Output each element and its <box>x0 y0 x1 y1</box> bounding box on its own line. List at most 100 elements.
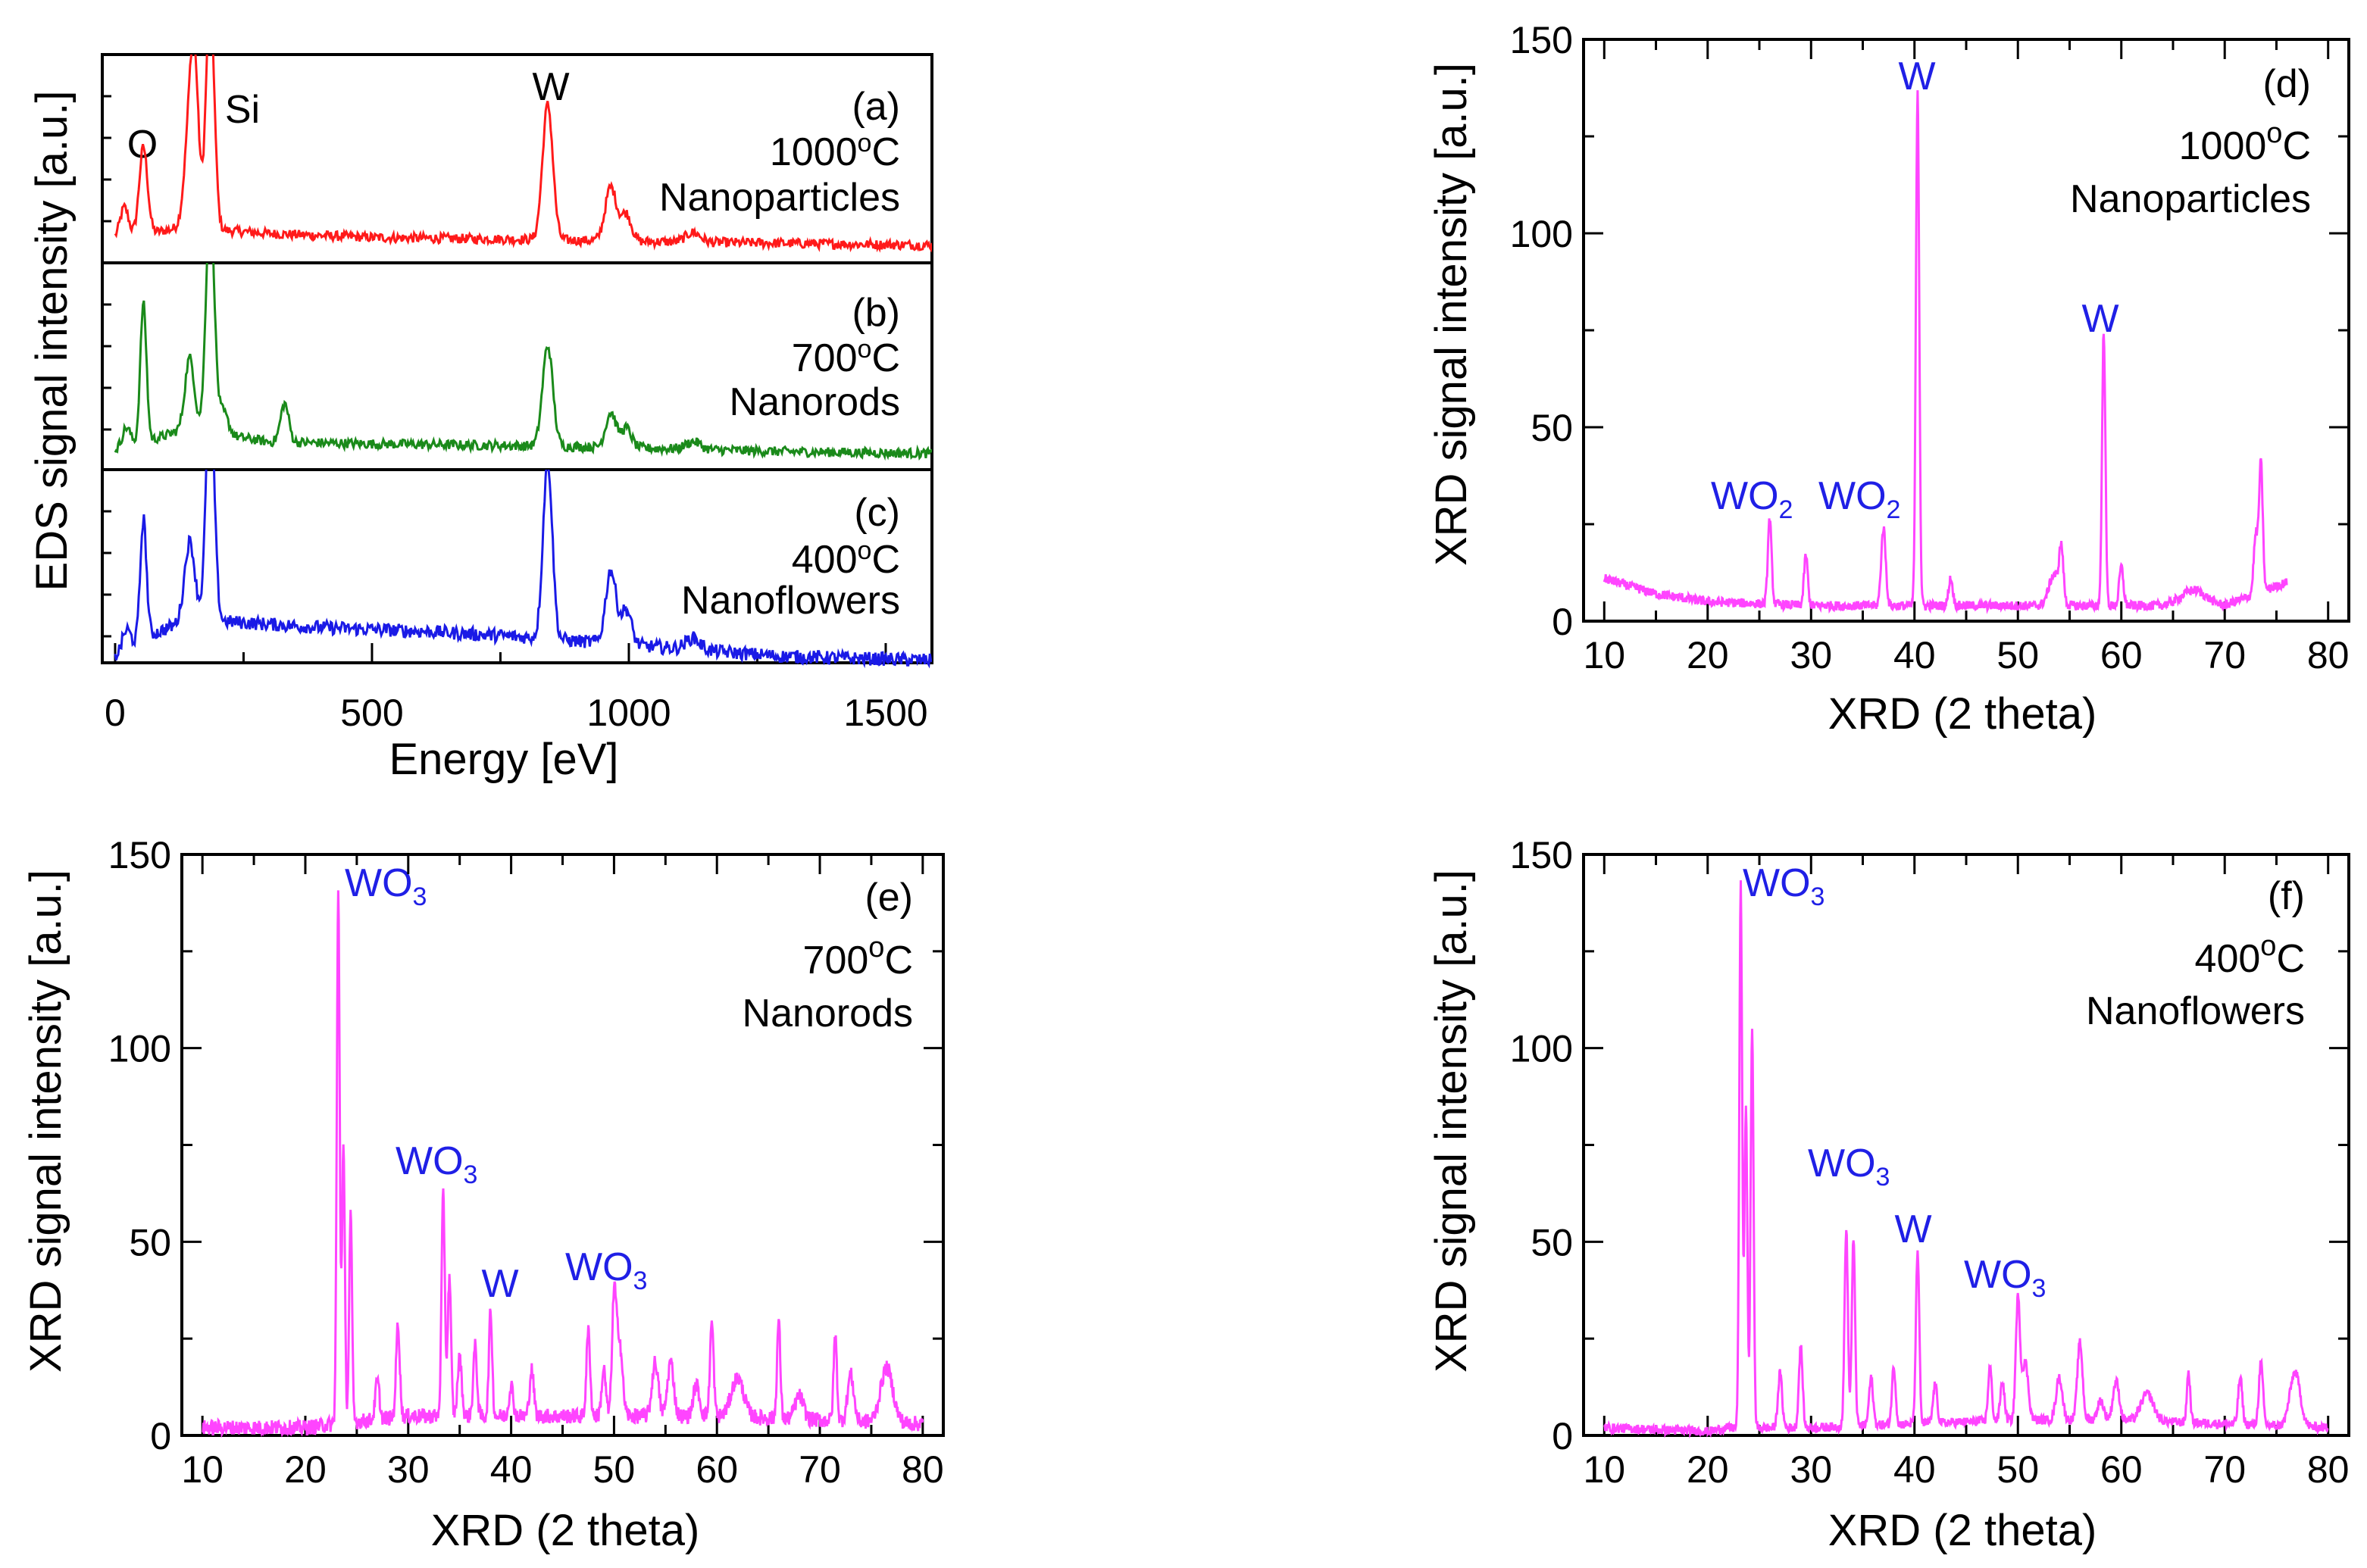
temp-unit: C <box>871 336 900 380</box>
eds-panel-b-labels: (b) 700oC Nanorods <box>730 291 900 424</box>
eds-series-line-1 <box>114 263 932 461</box>
xrd-f-labels: (f) 400oC Nanoflowers <box>2086 874 2305 1033</box>
panel-tag-b: (b) <box>852 291 900 335</box>
xrd-series-line <box>1603 880 2329 1439</box>
xrd-x-tick-label: 70 <box>799 1448 841 1491</box>
xrd-d-ylabel: XRD signal intensity [a.u.] <box>1427 63 1476 566</box>
xrd-x-tick-label: 30 <box>387 1448 430 1491</box>
temp-value: 400 <box>792 538 858 582</box>
panel-morph-a: Nanoparticles <box>659 176 900 220</box>
xrd-e-xlabel: XRD (2 theta) <box>431 1506 700 1555</box>
xrd-d-labels: (d) 1000oC Nanoparticles <box>2070 62 2311 221</box>
panel-morph-e: Nanorods <box>743 992 913 1035</box>
eds-x-tick-labels: 0 500 1000 1500 <box>105 692 928 734</box>
panel-temp-d: 1000oC <box>2179 117 2311 168</box>
panel-temp-a: 1000oC <box>770 129 900 174</box>
panel-morph-f: Nanoflowers <box>2086 989 2305 1033</box>
panel-temp-f: 400oC <box>2195 930 2305 981</box>
annotation-Si: Si <box>225 88 260 132</box>
xrd-e-peak-labels: WO3 WO3 W WO3 <box>345 861 647 1306</box>
panel-temp-c: 400oC <box>792 536 900 582</box>
xrd-x-tick-label: 70 <box>2203 634 2246 676</box>
xrd-chart-e: XRD signal intensity [a.u.] XRD (2 theta… <box>21 861 913 1555</box>
peak-label: WO2 <box>1818 474 1900 524</box>
degree-mark: o <box>2266 117 2282 149</box>
xrd-e-labels: (e) 700oC Nanorods <box>743 876 913 1035</box>
xrd-y-tick-label: 50 <box>1531 407 1573 449</box>
temp-unit: C <box>2276 937 2305 981</box>
temp-unit: C <box>871 538 900 582</box>
eds-chart: EDS signal intensity [a.u.] Energy [eV] … <box>27 65 928 784</box>
temp-unit: C <box>871 130 900 174</box>
xrd-y-tick-label: 0 <box>1552 1415 1573 1457</box>
xrd-f-xlabel: XRD (2 theta) <box>1828 1506 2097 1555</box>
degree-mark: o <box>858 536 872 565</box>
temp-value: 700 <box>792 336 858 380</box>
peak-label: W <box>481 1262 518 1306</box>
xrd-d-peak-labels: WO2 WO2 W W <box>1711 55 2119 524</box>
temp-value: 1000 <box>770 130 858 174</box>
xrd-y-tick-label: 0 <box>1552 601 1573 643</box>
peak-label: W <box>2081 297 2118 341</box>
panel-tag-e: (e) <box>865 876 913 920</box>
xrd-x-tick-label: 80 <box>2307 634 2350 676</box>
xrd-chart-d: XRD signal intensity [a.u.] XRD (2 theta… <box>1427 55 2311 739</box>
xrd-x-tick-label: 80 <box>2307 1448 2350 1491</box>
xrd-x-tick-label: 60 <box>2100 1448 2143 1491</box>
xrd-y-tick-label: 50 <box>129 1221 171 1263</box>
xrd-axes-xrd-f: 10 20 30 40 50 60 70 80 0 50 100 150 <box>1510 834 2350 1491</box>
eds-xlabel: Energy [eV] <box>389 735 618 784</box>
peak-label: W <box>1894 1207 1931 1251</box>
eds-x-tick-label: 1000 <box>586 692 671 734</box>
xrd-x-tick-label: 40 <box>1893 1448 1936 1491</box>
eds-panel-c-labels: (c) 400oC Nanoflowers <box>681 491 900 623</box>
panel-morph-b: Nanorods <box>730 380 900 424</box>
temp-value: 400 <box>2195 937 2261 981</box>
xrd-x-tick-label: 70 <box>2203 1448 2246 1491</box>
peak-label: WO3 <box>565 1245 647 1295</box>
temp-unit: C <box>2282 124 2311 168</box>
xrd-series-line <box>202 890 924 1438</box>
degree-mark: o <box>858 335 872 364</box>
xrd-chart-f: XRD signal intensity [a.u.] XRD (2 theta… <box>1427 861 2305 1555</box>
xrd-x-tick-label: 50 <box>593 1448 636 1491</box>
xrd-x-tick-label: 10 <box>181 1448 224 1491</box>
panel-temp-b: 700oC <box>792 335 900 380</box>
xrd-y-tick-label: 150 <box>1510 19 1573 61</box>
degree-mark: o <box>2260 930 2276 962</box>
panel-tag-f: (f) <box>2268 874 2305 918</box>
temp-unit: C <box>884 939 913 982</box>
xrd-y-tick-label: 100 <box>108 1028 171 1070</box>
xrd-x-tick-label: 20 <box>1687 634 1729 676</box>
temp-value: 1000 <box>2179 124 2267 168</box>
xrd-x-tick-label: 30 <box>1790 1448 1832 1491</box>
xrd-y-tick-label: 100 <box>1510 213 1573 255</box>
xrd-x-tick-label: 50 <box>1996 634 2039 676</box>
peak-label: WO3 <box>1743 861 1824 911</box>
xrd-x-tick-label: 10 <box>1583 634 1625 676</box>
degree-mark: o <box>868 932 884 964</box>
eds-ylabel: EDS signal intensity [a.u.] <box>27 91 77 592</box>
xrd-axes-xrd-d: 10 20 30 40 50 60 70 80 0 50 100 150 <box>1510 19 2350 676</box>
xrd-y-tick-label: 150 <box>108 834 171 876</box>
xrd-series-line <box>1602 90 2288 614</box>
xrd-x-tick-label: 60 <box>696 1448 738 1491</box>
panel-temp-e: 700oC <box>803 932 913 982</box>
peak-label: WO3 <box>396 1139 477 1189</box>
xrd-x-tick-label: 40 <box>490 1448 533 1491</box>
xrd-x-tick-label: 30 <box>1790 634 1832 676</box>
eds-series-line-2 <box>114 470 932 669</box>
xrd-x-tick-label: 50 <box>1996 1448 2039 1491</box>
eds-x-tick-label: 500 <box>340 692 403 734</box>
panel-tag-a: (a) <box>852 85 900 129</box>
eds-x-tick-label: 0 <box>105 692 126 734</box>
xrd-e-ylabel: XRD signal intensity [a.u.] <box>21 870 70 1373</box>
panel-morph-d: Nanoparticles <box>2070 177 2311 221</box>
eds-panel-a-labels: (a) 1000oC Nanoparticles <box>659 85 900 220</box>
temp-value: 700 <box>803 939 869 982</box>
eds-x-tick-label: 1500 <box>843 692 927 734</box>
eds-series-line-0 <box>114 55 932 253</box>
xrd-x-tick-label: 40 <box>1893 634 1936 676</box>
